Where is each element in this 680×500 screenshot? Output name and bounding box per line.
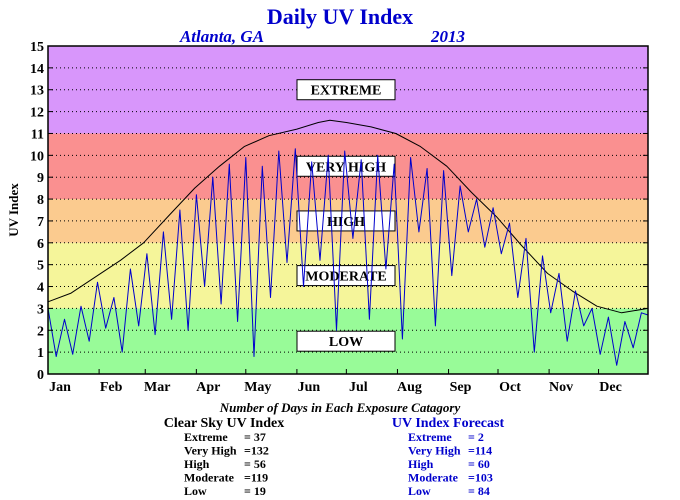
count-value: =132 [244, 444, 269, 458]
count-value: = 56 [244, 457, 266, 471]
y-tick-label: 11 [31, 127, 44, 142]
x-tick-label: Aug [397, 380, 422, 395]
count-value: = 2 [468, 430, 484, 444]
count-value: =114 [468, 444, 492, 458]
series-uv-index-forecast [47, 148, 649, 366]
y-tick-label: 12 [30, 106, 44, 121]
count-value: = 60 [468, 457, 490, 471]
count-label: Very High [184, 444, 237, 458]
clear-sky-counts: Extreme = 37 Very High =132 High = 56 Moderate… [184, 430, 269, 498]
band-label-box-extreme [296, 79, 396, 101]
chart-title: Daily UV Index [267, 4, 413, 29]
count-value: = 19 [244, 484, 266, 498]
series-clear-sky-uv-index [47, 119, 649, 314]
x-tick-label: Dec [599, 380, 622, 395]
chart-location: Atlanta, GA [179, 27, 264, 46]
y-tick-label: 10 [30, 149, 44, 164]
count-label: Moderate [408, 471, 459, 485]
y-tick-label: 3 [37, 302, 44, 317]
x-tick-label: May [244, 380, 271, 395]
x-tick-label: Mar [144, 380, 170, 395]
y-tick-label: 7 [37, 215, 44, 230]
y-tick-label: 14 [30, 62, 44, 77]
x-tick-label: Jun [298, 380, 321, 395]
count-value: =119 [244, 471, 268, 485]
clear-sky-title: Clear Sky UV Index [164, 416, 284, 431]
y-tick-label: 0 [37, 368, 44, 383]
count-value: = 37 [244, 430, 266, 444]
x-axis-ticks: Jan Feb Mar Apr May Jun Jul Aug Sep Oct Nov Dec [47, 369, 622, 395]
forecast-counts: Extreme = 2 Very High =114 High = 60 Moderate =… [408, 430, 493, 498]
count-label: Extreme [408, 430, 452, 444]
y-axis-label: UV Index [6, 183, 21, 237]
count-label: Very High [408, 444, 461, 458]
band-label-low: LOW [329, 335, 363, 350]
series-lines [47, 119, 649, 366]
count-label: Low [408, 484, 431, 498]
x-tick-label: Oct [499, 380, 521, 395]
band-label-box-high [296, 210, 396, 232]
count-value: = 84 [468, 484, 490, 498]
band-label-high: HIGH [327, 215, 365, 230]
count-value: =103 [468, 471, 493, 485]
count-label: Low [184, 484, 207, 498]
gridlines [48, 67, 648, 353]
x-tick-label: Jan [49, 380, 71, 395]
count-label: Moderate [184, 471, 235, 485]
x-tick-label: Jul [349, 380, 368, 395]
band-label-moderate: MODERATE [305, 270, 386, 285]
y-tick-label: 6 [37, 237, 44, 252]
y-tick-label: 5 [37, 259, 44, 274]
y-tick-label: 8 [37, 193, 44, 208]
band-label-box-moderate [296, 265, 396, 287]
y-tick-label: 4 [37, 281, 44, 296]
count-label: Extreme [184, 430, 228, 444]
plot-frame [47, 45, 649, 375]
y-tick-label: 1 [37, 346, 44, 361]
x-tick-label: Sep [450, 380, 472, 395]
count-label: High [184, 457, 210, 471]
band-label-extreme: EXTREME [311, 84, 382, 99]
y-tick-label: 9 [37, 171, 44, 186]
x-tick-label: Apr [196, 380, 220, 395]
chart-year: 2013 [430, 27, 466, 46]
y-tick-label: 2 [37, 324, 44, 339]
forecast-title: UV Index Forecast [392, 416, 505, 431]
x-tick-label: Nov [549, 380, 573, 395]
count-label: High [408, 457, 434, 471]
band-label-box-low [296, 330, 396, 352]
x-tick-label: Feb [100, 380, 123, 395]
y-tick-label: 15 [30, 40, 44, 55]
y-tick-label: 13 [30, 84, 44, 99]
footer-heading: Number of Days in Each Exposure Catagory [219, 400, 461, 415]
